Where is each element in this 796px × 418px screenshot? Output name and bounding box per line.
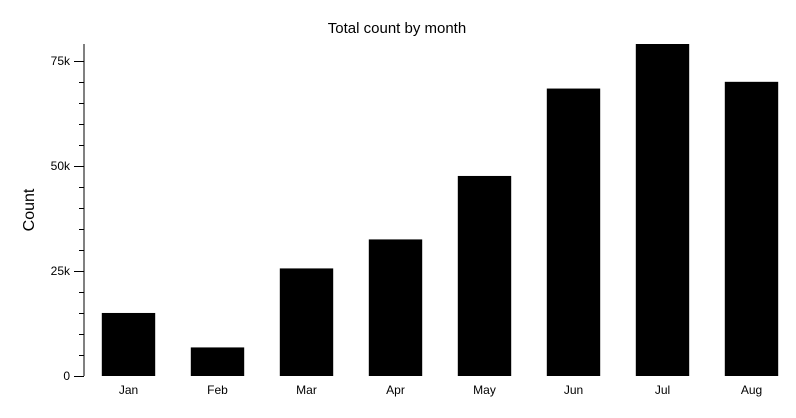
- bar-apr: [368, 239, 423, 376]
- x-tick-label: Mar: [296, 383, 317, 397]
- bar-jan: [101, 312, 156, 376]
- y-axis-title: Count: [21, 188, 38, 231]
- x-tick-label: Jan: [119, 383, 138, 397]
- x-tick-label: May: [473, 383, 496, 397]
- bar-jul: [635, 44, 690, 376]
- y-tick-label: 75k: [51, 54, 71, 68]
- x-tick-label: Jul: [655, 383, 670, 397]
- bar-may: [457, 175, 512, 376]
- x-tick-label: Feb: [207, 383, 228, 397]
- bars: [101, 44, 779, 376]
- bar-feb: [190, 347, 245, 376]
- bar-mar: [279, 268, 334, 376]
- x-tick-label: Apr: [386, 383, 405, 397]
- y-axis-ticks: 0 25k 50k 75k: [51, 54, 84, 383]
- bar-jun: [546, 88, 601, 376]
- x-tick-label: Aug: [741, 383, 762, 397]
- x-axis-labels: Jan Feb Mar Apr May Jun Jul Aug: [119, 383, 762, 397]
- bar-aug: [724, 81, 779, 376]
- chart-title: Total count by month: [328, 20, 466, 37]
- x-tick-label: Jun: [564, 383, 583, 397]
- y-tick-label: 25k: [51, 264, 71, 278]
- y-tick-label: 50k: [51, 159, 71, 173]
- y-tick-label: 0: [63, 369, 70, 383]
